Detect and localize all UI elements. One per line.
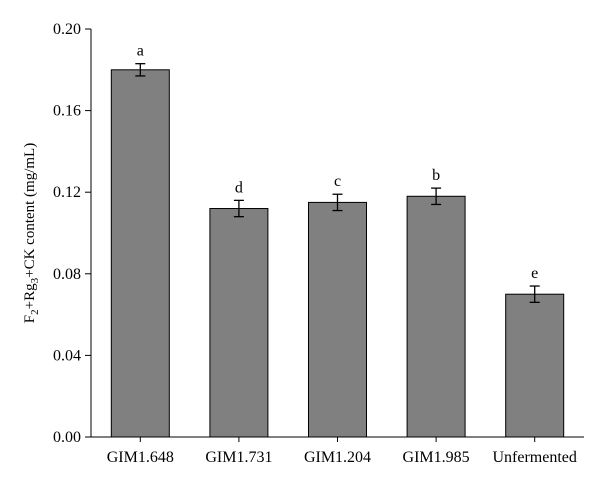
x-tick-label: GIM1.985: [403, 449, 470, 466]
bar: [308, 201, 367, 438]
y-tick-label: 0.20: [53, 21, 81, 38]
x-axis-labels: GIM1.648 GIM1.731 GIM1.204 GIM1.985 Unfermen…: [107, 437, 577, 466]
bars: [110, 69, 565, 438]
y-axis-title: F2+Rg3+CK content (mg/mL): [22, 143, 41, 323]
error-bar: [529, 285, 540, 304]
y-tick-label: 0.00: [53, 429, 81, 446]
significance-letter: a: [137, 43, 144, 60]
y-axis-title-part: F: [22, 315, 38, 323]
x-tick-label: GIM1.648: [107, 449, 174, 466]
x-tick-label: GIM1.204: [304, 449, 371, 466]
significance-letter: d: [235, 179, 243, 196]
x-tick-label: GIM1.731: [205, 449, 272, 466]
bar: [505, 293, 565, 438]
y-tick-label: 0.12: [53, 184, 81, 201]
y-axis-title-subscript: 2: [29, 309, 41, 315]
y-axis-title-part: +CK content (mg/mL): [22, 143, 38, 278]
error-bar: [135, 63, 146, 77]
bar: [406, 195, 466, 438]
bar: [209, 208, 269, 438]
y-tick-label: 0.08: [53, 266, 81, 283]
bar: [110, 69, 170, 438]
error-bar: [332, 193, 343, 212]
x-tick-label: Unfermented: [492, 449, 576, 466]
y-tick-label: 0.16: [53, 103, 81, 120]
error-bar: [431, 187, 442, 206]
error-bars: [135, 63, 540, 304]
y-axis-ticks: 0.00 0.04 0.08 0.12 0.16 0.20: [53, 21, 91, 446]
significance-labels: a d c b e: [137, 43, 539, 282]
significance-letter: c: [334, 173, 341, 190]
significance-letter: e: [531, 265, 538, 282]
y-axis-title-part: +Rg: [22, 283, 38, 309]
error-bar: [233, 199, 244, 218]
y-axis-title-subscript: 3: [29, 277, 41, 283]
y-tick-label: 0.04: [53, 347, 81, 364]
significance-letter: b: [432, 167, 440, 184]
